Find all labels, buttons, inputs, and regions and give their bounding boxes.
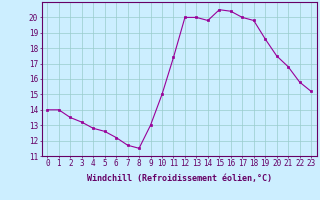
X-axis label: Windchill (Refroidissement éolien,°C): Windchill (Refroidissement éolien,°C) [87,174,272,183]
